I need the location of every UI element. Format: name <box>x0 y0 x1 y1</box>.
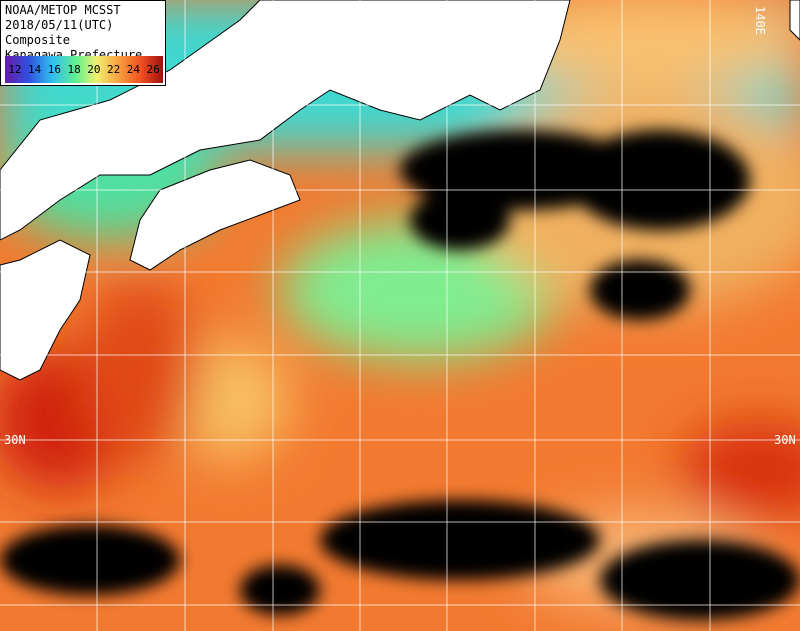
cloud-mask <box>0 130 800 620</box>
color-bar: 12 14 16 18 20 22 24 26 <box>5 56 163 83</box>
legend-tick: 16 <box>47 63 61 76</box>
legend-tick: 20 <box>87 63 101 76</box>
lon-label: 140E <box>753 6 767 35</box>
legend-tick: 26 <box>146 63 160 76</box>
lat-label: 30N <box>4 433 26 447</box>
legend-tick: 22 <box>107 63 121 76</box>
land <box>0 0 800 381</box>
legend-tick: 14 <box>28 63 42 76</box>
legend-tick: 24 <box>126 63 140 76</box>
legend-box: NOAA/METOP MCSST 2018/05/11(UTC) Composi… <box>0 0 166 86</box>
header-line: 2018/05/11(UTC) Composite <box>5 18 114 47</box>
lat-label: 30N <box>774 433 796 447</box>
legend-tick: 18 <box>67 63 81 76</box>
header-line: NOAA/METOP MCSST <box>5 3 121 17</box>
legend-tick: 12 <box>8 63 22 76</box>
